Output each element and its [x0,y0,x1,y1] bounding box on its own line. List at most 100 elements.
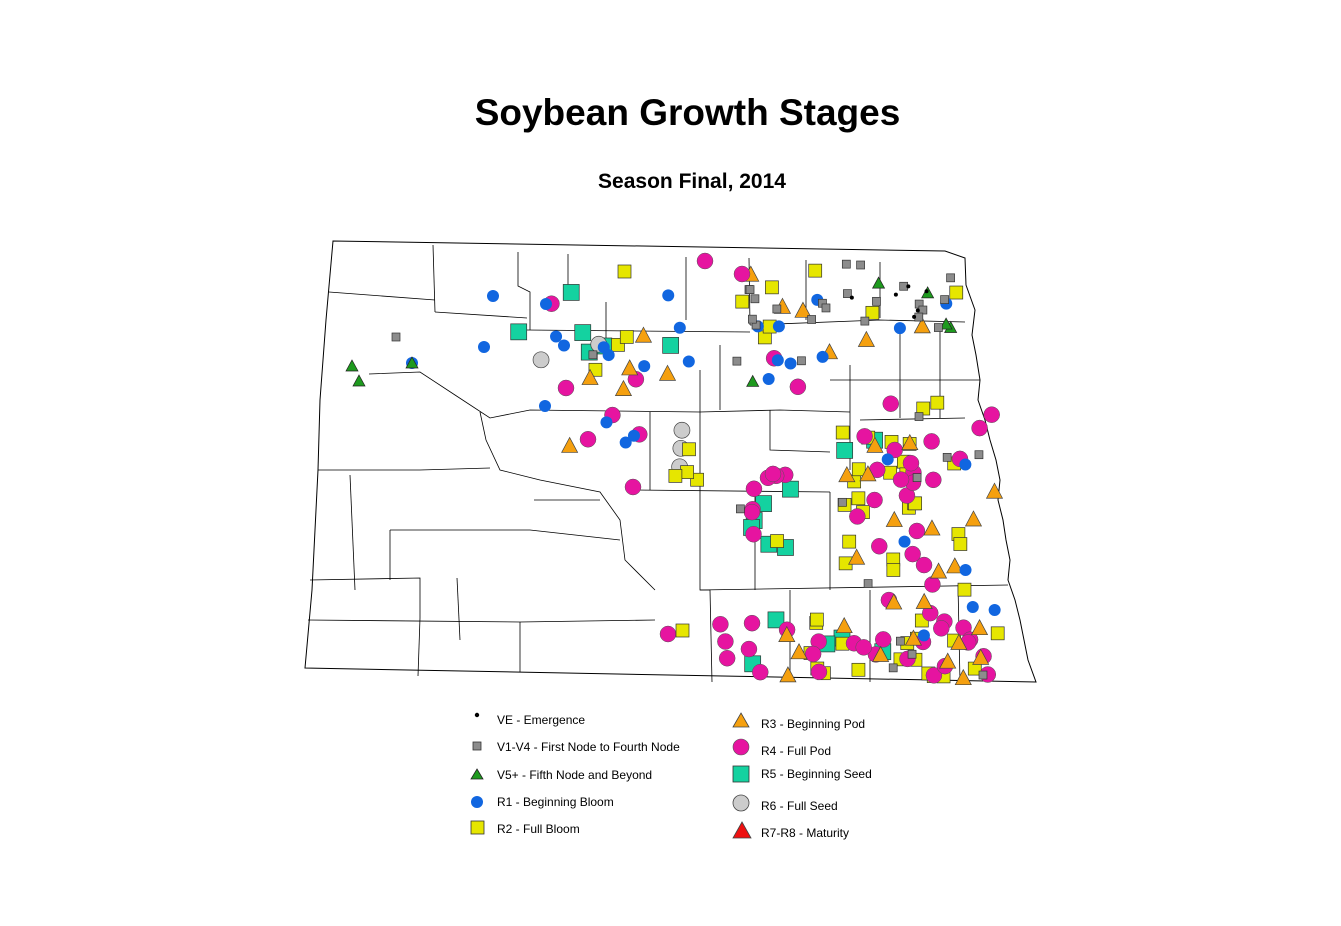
r1-marker [682,355,695,368]
observation-markers [345,252,1005,686]
r2-marker [949,285,964,300]
r4-marker [745,480,763,498]
r1-marker [539,400,551,412]
r3-marker [946,557,964,574]
emergence-marker [893,292,898,297]
full-pod-circle-icon [732,738,750,756]
r1-marker [550,330,563,343]
r4-marker [924,576,941,593]
r5-marker [562,284,580,301]
r4-marker [925,471,942,489]
r4-marker [718,649,736,667]
r1-marker [662,289,675,302]
r2-marker [842,534,857,549]
r1-marker [638,360,651,373]
v1v4-marker [934,323,943,332]
r3-marker [885,510,903,527]
emergence-marker [915,308,920,313]
v1v4-marker [732,356,742,366]
r1-marker [816,350,829,363]
r4-marker [804,645,822,663]
county-boundaries [307,244,1009,683]
v1v4-marker [736,504,745,514]
full-bloom-square-icon [470,820,485,835]
v1v4-marker [843,289,852,298]
county-line [417,617,421,677]
r2-marker [675,623,690,638]
v1v4-marker [750,294,760,304]
r4-marker [908,522,926,540]
r2-marker [735,294,750,309]
r3-marker [913,317,931,334]
r3-marker [778,625,796,642]
legend-label-ve: VE - Emergence [497,713,586,727]
r4-marker [789,378,807,396]
r2-marker [835,425,850,440]
r1-marker [602,349,615,362]
r1-marker [478,341,490,353]
r3-marker [904,629,922,646]
v5-marker [345,359,359,372]
r3-marker [954,668,972,686]
v1v4-marker [872,296,881,306]
r4-marker [923,433,940,450]
r1-marker [557,339,570,352]
v5-marker [939,317,953,330]
emergence-marker [912,314,917,319]
v1v4-marker [863,579,873,588]
r3-marker [964,510,983,527]
beginning-seed-square-icon [732,765,750,783]
r1-marker [893,322,906,335]
r3-marker [929,562,948,579]
r4-marker [659,625,677,643]
v1v4-marker [912,473,922,482]
r2-marker [953,537,968,551]
r3-marker [915,592,933,609]
r4-marker [624,478,642,496]
r3-marker [859,465,877,482]
v1v4-marker [841,259,851,269]
r2-marker [682,442,696,457]
r3-marker [561,436,579,453]
r1-marker [600,416,613,429]
r2-marker [765,280,779,295]
r1-marker [898,535,911,548]
v1v4-marker [772,304,782,314]
r2-marker [617,264,632,279]
county-line [349,474,356,591]
r5-marker [767,611,785,629]
v1v4-marker [896,636,905,646]
r1-marker [771,354,784,367]
r3-marker [848,548,866,565]
r4-marker [764,465,782,483]
r1-marker [917,629,930,642]
r4-marker [849,508,866,525]
r2-marker [851,491,866,506]
legend-label-r5: R5 - Beginning Seed [761,767,872,781]
r1-marker [627,429,640,442]
r2-marker [865,305,880,320]
r2-marker [810,612,824,627]
r1-marker [487,290,499,302]
r3-marker [970,618,989,636]
r3-marker [835,616,853,634]
r1-marker [762,373,775,386]
r1-marker [772,320,785,333]
v1v4-marker [838,497,847,507]
r2-marker [770,534,784,548]
v1v4-marker [821,303,831,313]
r4-marker [871,538,888,555]
r3-marker [581,368,599,385]
r4-marker [925,667,943,684]
r4-marker [743,614,761,632]
r2-marker [680,465,694,479]
v1v4-marker [797,356,806,366]
r2-marker [619,330,634,344]
r4-marker [855,639,872,656]
county-line [432,244,436,313]
v1v4-marker [974,450,984,460]
legend-label-r3: R3 - Beginning Pod [761,717,866,731]
r5-marker [510,323,528,341]
r3-marker [923,519,941,536]
